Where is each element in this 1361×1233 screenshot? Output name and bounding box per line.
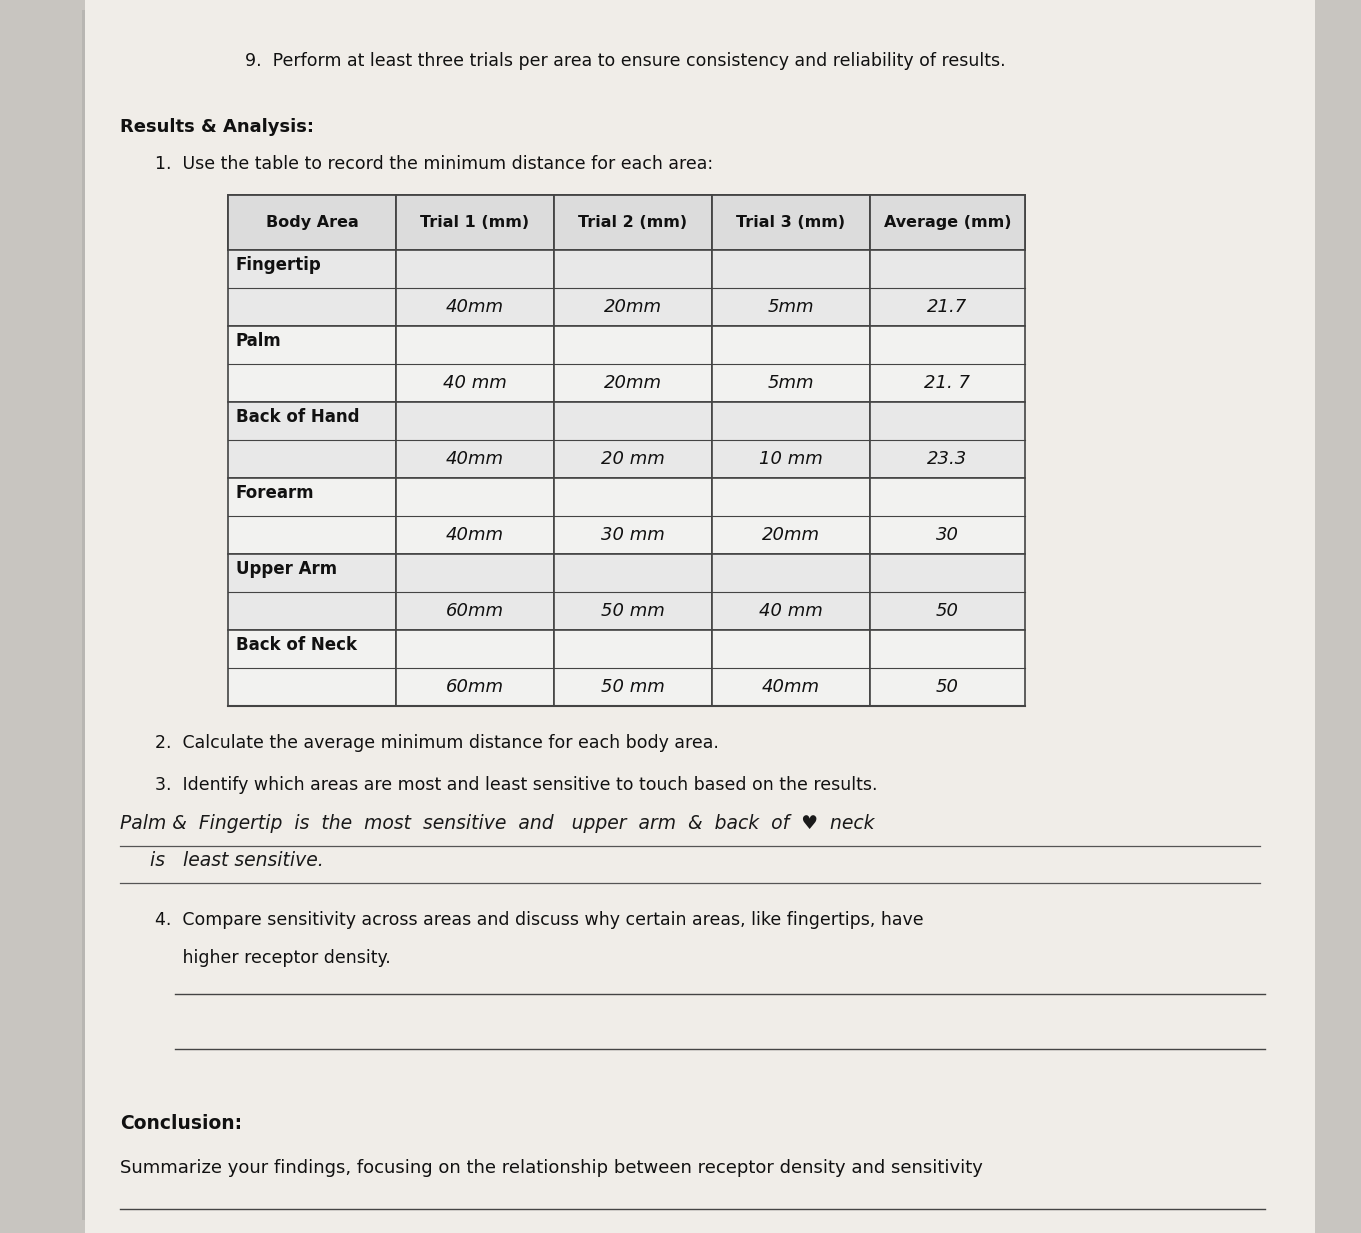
Bar	[870, 554, 1025, 630]
Bar	[870, 250, 1025, 326]
Bar	[870, 402, 1025, 478]
Text: Fingertip: Fingertip	[235, 256, 321, 274]
Text: 30: 30	[936, 526, 960, 544]
Bar	[396, 195, 554, 250]
Text: 60mm: 60mm	[446, 678, 504, 695]
Text: Average (mm): Average (mm)	[883, 215, 1011, 231]
Text: 60mm: 60mm	[446, 602, 504, 620]
Text: 21. 7: 21. 7	[924, 374, 970, 392]
Bar	[229, 402, 396, 478]
Text: 40mm: 40mm	[446, 526, 504, 544]
Bar	[229, 250, 396, 326]
Text: 50: 50	[936, 678, 960, 695]
Text: 40 mm: 40 mm	[759, 602, 823, 620]
Text: 50: 50	[936, 602, 960, 620]
Bar	[870, 195, 1025, 250]
Text: Trial 2 (mm): Trial 2 (mm)	[578, 215, 687, 231]
Text: Summarize your findings, focusing on the relationship between receptor density a: Summarize your findings, focusing on the…	[120, 1159, 983, 1178]
Text: 20mm: 20mm	[604, 298, 661, 316]
Bar	[554, 554, 712, 630]
Text: 50 mm: 50 mm	[602, 678, 666, 695]
Bar	[712, 554, 870, 630]
Bar	[712, 326, 870, 402]
Bar	[229, 554, 396, 630]
Bar	[554, 250, 712, 326]
Text: Palm: Palm	[235, 332, 282, 350]
Bar	[712, 630, 870, 707]
Text: 9.  Perform at least three trials per area to ensure consistency and reliability: 9. Perform at least three trials per are…	[245, 52, 1006, 70]
Text: 4.  Compare sensitivity across areas and discuss why certain areas, like fingert: 4. Compare sensitivity across areas and …	[155, 911, 924, 928]
Text: is   least sensitive.: is least sensitive.	[120, 851, 324, 870]
Bar	[712, 402, 870, 478]
Text: 2.  Calculate the average minimum distance for each body area.: 2. Calculate the average minimum distanc…	[155, 734, 719, 752]
Bar	[396, 554, 554, 630]
Bar	[712, 250, 870, 326]
Bar	[554, 326, 712, 402]
Text: 23.3: 23.3	[927, 450, 968, 469]
Text: Forearm: Forearm	[235, 485, 314, 502]
Text: 5mm: 5mm	[768, 298, 814, 316]
Text: 21.7: 21.7	[927, 298, 968, 316]
Text: 20mm: 20mm	[604, 374, 661, 392]
Text: 10 mm: 10 mm	[759, 450, 823, 469]
Text: Body Area: Body Area	[265, 215, 358, 231]
Text: Palm &  Fingertip  is  the  most  sensitive  and   upper  arm  &  back  of  ♥  n: Palm & Fingertip is the most sensitive a…	[120, 814, 875, 834]
Text: Back of Neck: Back of Neck	[235, 636, 357, 653]
Bar	[396, 478, 554, 554]
Text: 1.  Use the table to record the minimum distance for each area:: 1. Use the table to record the minimum d…	[155, 155, 713, 173]
Text: 40mm: 40mm	[446, 450, 504, 469]
Text: Trial 3 (mm): Trial 3 (mm)	[736, 215, 845, 231]
Bar	[396, 630, 554, 707]
Text: Trial 1 (mm): Trial 1 (mm)	[421, 215, 529, 231]
Text: 5mm: 5mm	[768, 374, 814, 392]
Text: Upper Arm: Upper Arm	[235, 560, 338, 578]
Bar	[229, 195, 1025, 250]
Bar	[554, 478, 712, 554]
Bar	[554, 402, 712, 478]
Bar	[712, 478, 870, 554]
Text: 40 mm: 40 mm	[444, 374, 506, 392]
Text: Back of Hand: Back of Hand	[235, 408, 359, 425]
Bar	[396, 402, 554, 478]
Bar	[870, 478, 1025, 554]
Text: 40mm: 40mm	[446, 298, 504, 316]
Bar	[229, 630, 396, 707]
Text: 20mm: 20mm	[762, 526, 819, 544]
Bar	[870, 326, 1025, 402]
Text: higher receptor density.: higher receptor density.	[155, 949, 391, 967]
Text: Results & Analysis:: Results & Analysis:	[120, 118, 314, 136]
Text: Conclusion:: Conclusion:	[120, 1113, 242, 1133]
Text: 50 mm: 50 mm	[602, 602, 666, 620]
Bar	[870, 630, 1025, 707]
Text: 3.  Identify which areas are most and least sensitive to touch based on the resu: 3. Identify which areas are most and lea…	[155, 776, 878, 794]
Bar	[82, 10, 88, 1219]
Bar	[396, 250, 554, 326]
Bar	[554, 630, 712, 707]
Bar	[554, 195, 712, 250]
Bar	[229, 478, 396, 554]
Text: 20 mm: 20 mm	[602, 450, 666, 469]
Bar	[712, 195, 870, 250]
Bar	[396, 326, 554, 402]
Bar	[229, 326, 396, 402]
Text: 40mm: 40mm	[762, 678, 819, 695]
Bar	[229, 195, 396, 250]
Text: 30 mm: 30 mm	[602, 526, 666, 544]
